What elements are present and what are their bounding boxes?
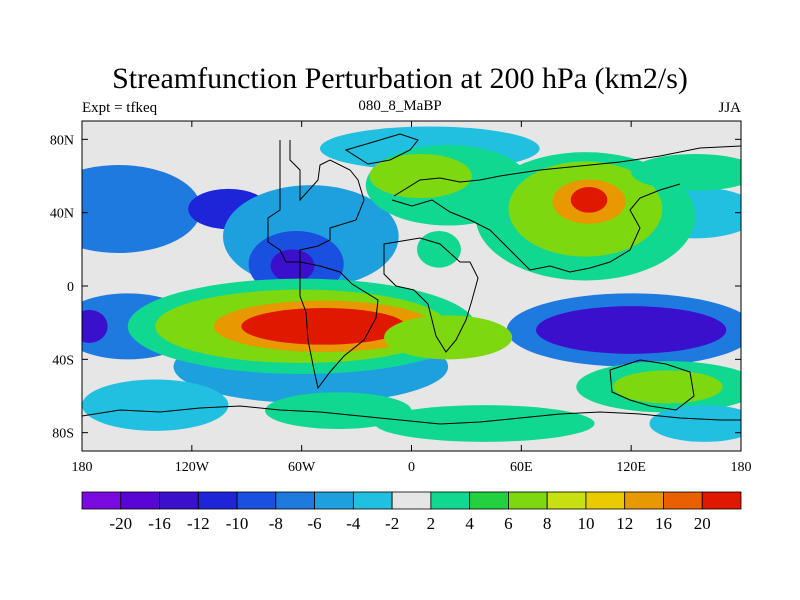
contour-blob-24 bbox=[416, 231, 461, 268]
colorbar-label-1: -16 bbox=[148, 514, 171, 533]
longitude-axis: 180 120W 60W 0 60E 120E 180 bbox=[72, 121, 752, 475]
colorbar-swatch-8 bbox=[391, 491, 432, 510]
colorbar-label-4: -8 bbox=[269, 514, 283, 533]
coastline-greenland bbox=[344, 133, 419, 165]
x-tick-label-1: 120W bbox=[175, 460, 210, 475]
x-tick-label-3: 0 bbox=[408, 460, 415, 475]
colorbar-label-3: -10 bbox=[226, 514, 249, 533]
colorbar-label-13: 12 bbox=[616, 514, 633, 533]
y-tick-label-4: 80S bbox=[52, 427, 74, 442]
contour-blob-28 bbox=[374, 405, 595, 442]
contour-blob-16 bbox=[241, 308, 407, 345]
colorbar-label-15: 20 bbox=[694, 514, 711, 533]
contour-blob-27 bbox=[265, 392, 412, 429]
colorbar-swatch-5 bbox=[275, 491, 315, 510]
plot-title: Streamfunction Perturbation at 200 hPa (… bbox=[112, 62, 688, 95]
contour-blob-26 bbox=[612, 370, 723, 404]
experiment-label: Expt = tfkeq bbox=[82, 100, 158, 116]
colorbar-swatch-11 bbox=[508, 491, 548, 510]
contour-blob-23 bbox=[570, 187, 608, 213]
y-tick-label-2: 0 bbox=[67, 280, 74, 295]
colorbar-label-6: -4 bbox=[346, 514, 361, 533]
contour-blob-30 bbox=[649, 405, 741, 442]
x-tick-label-4: 60E bbox=[510, 460, 533, 475]
colorbar-swatch-6 bbox=[314, 491, 354, 510]
coastline-eurasia bbox=[391, 145, 741, 273]
colorbar-swatch-2 bbox=[159, 491, 199, 510]
colorbar-swatch-9 bbox=[430, 491, 471, 510]
coastline-africa bbox=[383, 237, 479, 353]
colorbar-swatch-13 bbox=[585, 491, 626, 510]
contour-field bbox=[82, 126, 741, 442]
contour-blob-9 bbox=[535, 306, 727, 354]
colorbar-swatch-4 bbox=[236, 491, 277, 510]
y-tick-label-0: 80N bbox=[50, 133, 74, 148]
colorbar-label-9: 4 bbox=[465, 514, 474, 533]
case-label: 080_8_MaBP bbox=[358, 98, 442, 114]
colorbar-swatch-16 bbox=[701, 491, 742, 510]
latitude-axis: 80N 40N 0 40S 80S bbox=[50, 133, 741, 442]
colorbar-label-0: -20 bbox=[109, 514, 132, 533]
colorbar-label-2: -12 bbox=[187, 514, 210, 533]
coastline-australia bbox=[609, 359, 695, 411]
colorbar-label-14: 16 bbox=[655, 514, 672, 533]
colorbar-label-8: 2 bbox=[427, 514, 436, 533]
colorbar-swatch-3 bbox=[197, 491, 238, 510]
contour-blob-29 bbox=[631, 154, 741, 191]
colorbar-swatch-7 bbox=[352, 491, 393, 510]
colorbar-swatch-10 bbox=[469, 491, 509, 510]
colorbar-label-11: 8 bbox=[543, 514, 552, 533]
x-tick-label-5: 120E bbox=[616, 460, 646, 475]
x-tick-label-2: 60W bbox=[288, 460, 316, 475]
colorbar-label-10: 6 bbox=[504, 514, 513, 533]
colorbar-swatch-0 bbox=[81, 491, 122, 510]
colorbar-label-12: 10 bbox=[577, 514, 594, 533]
colorbar-swatch-14 bbox=[624, 491, 664, 510]
colorbar-swatch-15 bbox=[663, 491, 703, 510]
season-label: JJA bbox=[718, 100, 741, 116]
x-tick-label-0: 180 bbox=[72, 460, 93, 475]
contour-blob-0 bbox=[82, 165, 201, 253]
y-tick-label-3: 40S bbox=[52, 353, 74, 368]
coastline-south-america bbox=[299, 261, 379, 390]
contour-blob-12 bbox=[82, 379, 229, 431]
coastline-outline bbox=[82, 133, 741, 425]
contour-blob-17 bbox=[384, 315, 513, 360]
contour-blob-3 bbox=[82, 309, 108, 343]
colorbar-swatch-1 bbox=[120, 491, 160, 510]
contour-blob-6 bbox=[270, 249, 315, 283]
colorbar-label-5: -6 bbox=[308, 514, 322, 533]
coastline-antarctica bbox=[82, 405, 741, 425]
colorbar-label-7: -2 bbox=[385, 514, 399, 533]
colorbar-swatch-12 bbox=[546, 491, 587, 510]
coastline-north-america bbox=[267, 140, 365, 263]
y-tick-label-1: 40N bbox=[50, 207, 74, 222]
x-tick-label-6: 180 bbox=[731, 460, 752, 475]
contour-blob-19 bbox=[369, 154, 472, 198]
colorbar: -20 -16 -12 -10 -8 -6 -4 -2 2 4 6 8 10 12 16 20 bbox=[81, 491, 742, 533]
